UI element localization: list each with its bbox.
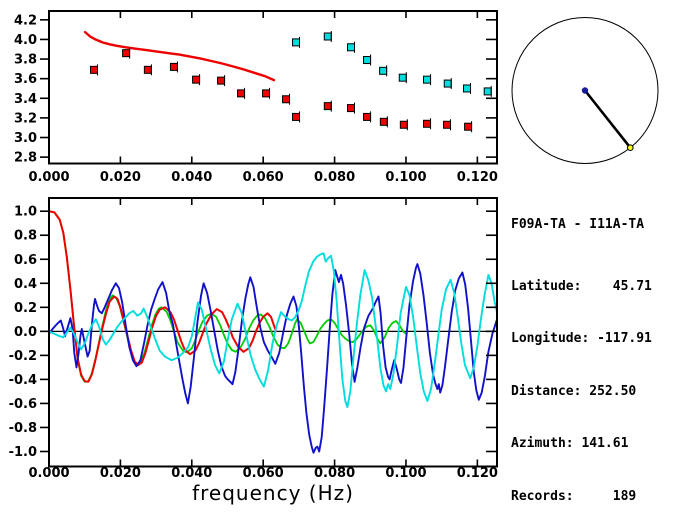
x-tick-label: 0.040 [171,466,212,481]
y-tick-label: 3.8 [14,53,37,68]
marker-lower-branch-velocity [237,89,246,98]
marker-lower-branch-velocity [89,65,98,74]
y-tick-label: 0.6 [14,253,37,268]
marker-lower-branch-velocity [379,117,388,126]
y-tick-label: -0.8 [9,421,37,436]
x-tick-label: 0.020 [100,170,141,185]
y-tick-label: 1.0 [14,205,37,220]
y-tick-label: 3.6 [14,72,37,87]
x-tick-label: 0.080 [314,170,355,185]
marker-lower-branch-velocity [363,112,372,121]
marker-upper-branch-velocity [292,38,301,47]
y-tick-label: 0.2 [14,301,37,316]
y-tick-label: 3.0 [14,131,37,146]
y-tick-label: -0.4 [9,373,37,388]
info-line-azimuth: Azimuth: 141.61 [511,436,629,451]
marker-upper-branch-velocity [398,73,407,82]
marker-lower-branch-velocity [346,104,355,113]
y-tick-label: 4.0 [14,33,37,48]
trace-model-coherency-green [48,210,407,383]
trace-model-coherency-red [48,210,277,383]
y-tick-label: 4.2 [14,13,37,28]
trace-reference-dispersion-curve [83,30,276,82]
y-tick-label: 0.8 [14,229,37,244]
x-tick-label: 0.020 [100,466,141,481]
y-tick-label: 0.4 [14,277,37,292]
x-tick-label: 0.060 [243,466,284,481]
marker-upper-branch-velocity [379,66,388,75]
marker-upper-branch-velocity [346,43,355,52]
x-tick-label: 0.120 [457,170,498,185]
y-tick-label: 0.0 [14,325,37,340]
marker-upper-branch-velocity [463,84,472,93]
center-station-dot [581,87,589,94]
x-tick-label: 0.100 [385,170,426,185]
y-tick-label: 2.8 [14,151,37,166]
x-tick-label: 0.000 [28,170,69,185]
coherency-plot: 0.000 0.020 0.040 0.060 0.080 0.100 0.120 -1.0 -… [9,197,498,505]
marker-upper-branch-velocity [423,75,432,84]
marker-lower-branch-velocity [399,120,408,129]
x-axis-label: frequency (Hz) [192,481,354,505]
marker-lower-branch-velocity [423,119,432,128]
compass-circle [511,17,659,164]
marker-lower-branch-velocity [169,62,178,71]
marker-lower-branch-velocity [262,89,271,98]
trace-observed-coherency-cyan [48,252,498,408]
x-tick-label: 0.100 [385,466,426,481]
y-tick-label: -1.0 [9,445,37,460]
info-line-distance: Distance: 252.50 [511,383,637,399]
azimuth-compass [511,17,659,164]
dispersion-plot: 0.000 0.020 0.040 0.060 0.080 0.100 0.120 2.8 3.… [14,10,498,185]
x-tick-label: 0.040 [171,170,212,185]
marker-upper-branch-velocity [323,32,332,41]
marker-lower-branch-velocity [282,95,291,104]
station-info-panel: F09A-TA - I11A-TA Latitude: 45.71 Longit… [511,181,652,519]
info-line-longitude: Longitude: -117.91 [511,331,652,346]
marker-lower-branch-velocity [122,49,131,58]
y-tick-label: 3.2 [14,111,37,126]
info-line-records: Records: 189 [511,488,637,504]
y-tick-label: -0.6 [9,397,37,412]
marker-upper-branch-velocity [363,56,372,65]
y-tick-label: 3.4 [14,92,37,107]
trace-observed-coherency-blue [48,263,498,454]
azimuth-line [583,89,632,149]
marker-lower-branch-velocity [464,122,473,131]
marker-lower-branch-velocity [143,65,152,74]
marker-lower-branch-velocity [292,112,301,121]
x-tick-label: 0.080 [314,466,355,481]
end-station-dot [627,144,634,151]
marker-lower-branch-velocity [323,102,332,111]
marker-upper-branch-velocity [443,79,452,88]
x-tick-label: 0.000 [28,466,69,481]
station-pair-title: F09A-TA - I11A-TA [511,217,645,232]
plot-frame [48,197,498,468]
marker-lower-branch-velocity [192,75,201,84]
y-tick-label: -0.2 [9,349,37,364]
x-tick-label: 0.060 [243,170,284,185]
marker-upper-branch-velocity [483,87,492,96]
marker-lower-branch-velocity [217,76,226,85]
x-tick-label: 0.120 [457,466,498,481]
plot-frame [48,10,498,165]
marker-lower-branch-velocity [443,120,452,129]
info-line-latitude: Latitude: 45.71 [511,278,652,294]
